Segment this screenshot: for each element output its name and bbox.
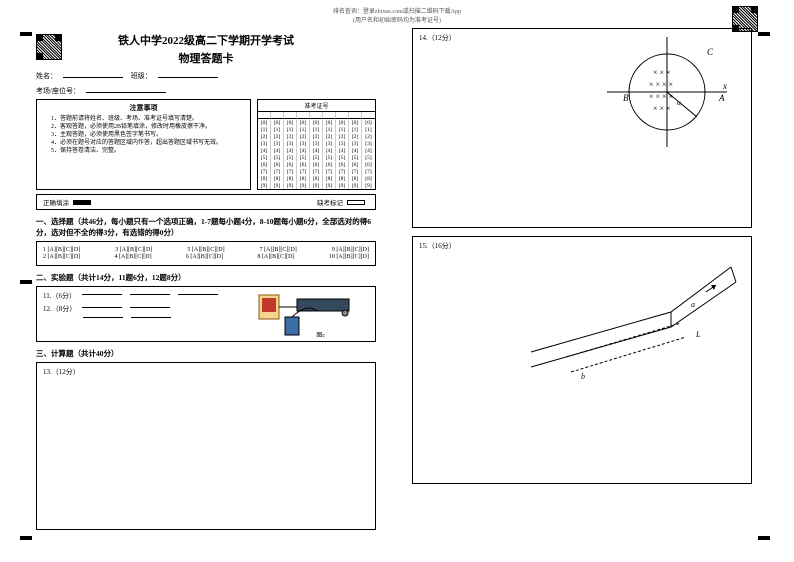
- exam-title-1: 铁人中学2022级高二下学期开学考试: [36, 32, 376, 48]
- q15-label: 15.（16分）: [419, 242, 456, 250]
- notice-title: 注意事项: [41, 103, 246, 113]
- room-field: 考场/座位号：: [36, 84, 376, 96]
- legend-box: 正确填涂 缺考标记: [36, 194, 376, 210]
- notice-item: 5．保持答卷清洁、完整。: [51, 147, 246, 155]
- svg-text:× × × ×: × × × ×: [649, 80, 673, 89]
- svg-text:b: b: [581, 372, 585, 381]
- sec3-heading: 三、计算题（共计40分）: [36, 348, 376, 359]
- header-line2: (用户名和初始密码均为准考证号): [333, 15, 461, 24]
- align-mark: [20, 536, 32, 540]
- student-fields: 姓名： 班级：: [36, 69, 376, 81]
- choice-row: 2 [A][B][C][D]4 [A][B][C][D]6 [A][B][C][…: [43, 254, 369, 260]
- notice-item: 1．答题前请将姓名、班级、考场、准考证号填写清楚。: [51, 115, 246, 123]
- q14-box[interactable]: 14.（12分） C x A B × × × × × × × × × × × × ×…: [412, 28, 752, 228]
- room-label: 考场/座位号：: [36, 87, 80, 95]
- svg-text:× × ×: × × ×: [653, 104, 671, 113]
- header-line1: 排名查询：登录zhixue.com或扫描二维码下载App: [333, 6, 461, 15]
- header-hint: 排名查询：登录zhixue.com或扫描二维码下载App (用户名和初始密码均为…: [333, 6, 461, 24]
- align-mark: [20, 280, 32, 284]
- svg-text:C: C: [707, 47, 714, 57]
- svg-text:a: a: [691, 300, 695, 309]
- notice-item: 2．客观答题，必须使用2B铅笔填涂，修改时用橡皮擦干净。: [51, 123, 246, 131]
- sec2-heading: 二、实验题（共计14分，11题6分，12题8分）: [36, 272, 376, 283]
- svg-text:× × ×: × × ×: [653, 68, 671, 77]
- q13-label: 13.（12分）: [43, 368, 80, 376]
- notice-box: 注意事项 1．答题前请将姓名、班级、考场、准考证号填写清楚。 2．客观答题，必须…: [36, 99, 251, 190]
- room-input[interactable]: [86, 84, 166, 93]
- experiment-diagram: [257, 293, 367, 339]
- notice-item: 3．主观答题，必须使用黑色签字笔书写。: [51, 131, 246, 139]
- page-left: 铁人中学2022级高二下学期开学考试 物理答题卡 姓名： 班级： 考场/座位号：…: [36, 28, 376, 542]
- choice-row: 1 [A][B][C][D]3 [A][B][C][D]5 [A][B][C][…: [43, 247, 369, 253]
- experiment-box[interactable]: 11.（6分） 12.（8分） 图c: [36, 286, 376, 342]
- img-label: 图c: [316, 330, 325, 339]
- svg-text:L: L: [695, 330, 701, 339]
- q14-label: 14.（12分）: [419, 34, 456, 42]
- exam-title-2: 物理答题卡: [36, 50, 376, 66]
- page-right: 14.（12分） C x A B × × × × × × × × × × × × ×…: [412, 28, 752, 542]
- choice-box[interactable]: 1 [A][B][C][D]3 [A][B][C][D]5 [A][B][C][…: [36, 241, 376, 266]
- q15-diagram: a L b: [521, 257, 741, 387]
- id-bubble-grid[interactable]: 准考证号[0][0][0][0][0][0][0][0][0][1][1][1]…: [257, 99, 376, 190]
- name-label: 姓名：: [36, 72, 57, 80]
- legend-correct: 正确填涂: [43, 197, 95, 207]
- svg-text:B: B: [623, 93, 629, 103]
- sec1-heading: 一、选择题（共46分，每小题只有一个选项正确，1-7题每小题4分，8-10题每小…: [36, 216, 376, 238]
- svg-text:× × × ×: × × × ×: [649, 92, 673, 101]
- class-input[interactable]: [158, 69, 218, 78]
- header-bar: 排名查询：登录zhixue.com或扫描二维码下载App (用户名和初始密码均为…: [100, 6, 694, 24]
- svg-text:x: x: [722, 81, 727, 91]
- class-label: 班级：: [131, 72, 152, 80]
- q15-box[interactable]: 15.（16分） a L b: [412, 236, 752, 484]
- q14-diagram: C x A B × × ×× × × × × × × ×× × × α: [607, 37, 727, 147]
- align-mark: [20, 32, 32, 36]
- notice-and-bubble: 注意事项 1．答题前请将姓名、班级、考场、准考证号填写清楚。 2．客观答题，必须…: [36, 99, 376, 190]
- notice-item: 4．必须在题号对应的答题区域内作答，超出答题区域书写无效。: [51, 139, 246, 147]
- align-mark: [758, 32, 770, 36]
- svg-text:A: A: [718, 93, 725, 103]
- q13-box[interactable]: 13.（12分）: [36, 362, 376, 530]
- align-mark: [758, 536, 770, 540]
- name-input[interactable]: [63, 69, 123, 78]
- legend-missing: 缺考标记: [317, 197, 369, 207]
